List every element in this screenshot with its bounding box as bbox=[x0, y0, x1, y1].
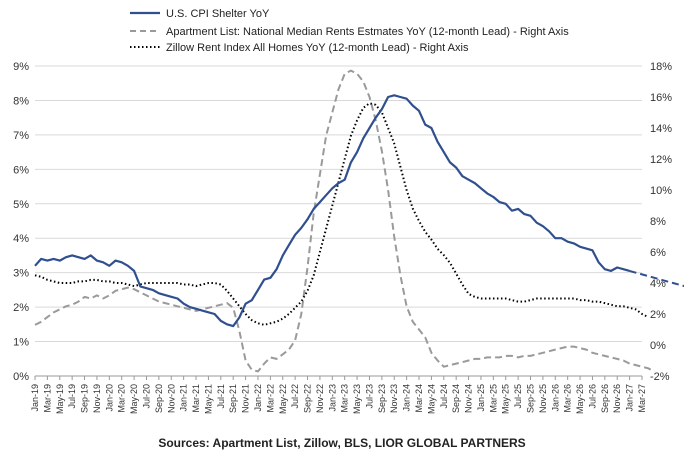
x-tick-label: Jul-23 bbox=[364, 384, 374, 409]
x-tick-label: Mar-24 bbox=[414, 384, 424, 413]
x-tick-label: Nov-20 bbox=[166, 384, 176, 413]
x-tick-label: Jul-20 bbox=[141, 384, 151, 409]
y-left-tick-label: 9% bbox=[13, 61, 29, 73]
x-tick-label: May-22 bbox=[278, 384, 288, 414]
x-tick-label: Mar-25 bbox=[488, 384, 498, 413]
x-tick-label: May-23 bbox=[352, 384, 362, 414]
x-tick-label: Sep-26 bbox=[600, 384, 610, 413]
x-tick-label: Nov-22 bbox=[315, 384, 325, 413]
x-tick-label: Nov-21 bbox=[241, 384, 251, 413]
y-right-tick-label: 6% bbox=[650, 247, 666, 259]
x-tick-label: Jul-22 bbox=[290, 384, 300, 409]
y-right-tick-label: 0% bbox=[650, 340, 666, 352]
y-left-tick-label: 2% bbox=[13, 302, 29, 314]
legend-label-zillow: Zillow Rent Index All Homes YoY (12-mont… bbox=[166, 42, 469, 54]
x-tick-label: Jul-25 bbox=[513, 384, 523, 409]
series-line-0 bbox=[34, 94, 630, 328]
legend-label-apartment-list: Apartment List: National Median Rents Es… bbox=[166, 26, 569, 38]
y-left-tick-label: 3% bbox=[13, 268, 29, 280]
series-line-1 bbox=[34, 69, 655, 373]
x-tick-label: Mar-26 bbox=[563, 384, 573, 413]
x-tick-label: Mar-21 bbox=[191, 384, 201, 413]
x-tick-label: Mar-20 bbox=[117, 384, 127, 413]
y-right-tick-label: 8% bbox=[650, 216, 666, 228]
y-right-tick-label: 12% bbox=[650, 154, 672, 166]
y-left-tick-label: 1% bbox=[13, 337, 29, 349]
x-tick-label: Jan-26 bbox=[550, 384, 560, 412]
x-tick-label: Jan-24 bbox=[402, 384, 412, 412]
x-tick-label: Mar-23 bbox=[340, 384, 350, 413]
x-tick-label: Mar-22 bbox=[265, 384, 275, 413]
y-right-tick-label: -2% bbox=[650, 371, 670, 383]
x-tick-label: May-24 bbox=[426, 384, 436, 414]
grid-layer bbox=[35, 65, 642, 377]
x-tick-label: Nov-23 bbox=[389, 384, 399, 413]
x-tick-label: Sep-22 bbox=[303, 384, 313, 413]
y-left-tick-label: 0% bbox=[13, 371, 29, 383]
x-tick-label: Jan-19 bbox=[30, 384, 40, 412]
x-tick-label: Jan-27 bbox=[625, 384, 635, 412]
x-tick-label: Sep-25 bbox=[526, 384, 536, 413]
y-left-tick-label: 5% bbox=[13, 199, 29, 211]
x-tick-label: May-26 bbox=[575, 384, 585, 414]
x-tick-label: Nov-24 bbox=[464, 384, 474, 413]
y-left-tick-label: 8% bbox=[13, 95, 29, 107]
x-tick-label: Mar-19 bbox=[42, 384, 52, 413]
x-tick-label: Jul-21 bbox=[216, 384, 226, 409]
x-tick-label: Jan-21 bbox=[179, 384, 189, 412]
x-tick-label: Jul-26 bbox=[587, 384, 597, 409]
x-tick-label: Jul-19 bbox=[67, 384, 77, 409]
x-tick-label: May-21 bbox=[203, 384, 213, 414]
x-tick-label: Jan-20 bbox=[104, 384, 114, 412]
x-tick-label: Jan-25 bbox=[476, 384, 486, 412]
x-tick-label: May-25 bbox=[501, 384, 511, 414]
x-tick-label: Sep-23 bbox=[377, 384, 387, 413]
x-tick-label: Nov-26 bbox=[612, 384, 622, 413]
x-tick-label: Nov-19 bbox=[92, 384, 102, 413]
x-tick-label: Sep-21 bbox=[228, 384, 238, 413]
x-tick-label: May-20 bbox=[129, 384, 139, 414]
y-right-tick-label: 14% bbox=[650, 123, 672, 135]
y-right-tick-label: 16% bbox=[650, 92, 672, 104]
source-note: Sources: Apartment List, Zillow, BLS, LI… bbox=[158, 436, 525, 450]
x-tick-label: Sep-20 bbox=[154, 384, 164, 413]
series-layer bbox=[34, 69, 684, 373]
x-tick-label: Jan-22 bbox=[253, 384, 263, 412]
x-tick-label: Nov-25 bbox=[538, 384, 548, 413]
series-line-2 bbox=[34, 102, 649, 326]
x-tick-label: Sep-19 bbox=[80, 384, 90, 413]
y-left-tick-label: 4% bbox=[13, 233, 29, 245]
legend: U.S. CPI Shelter YoY Apartment List: Nat… bbox=[130, 8, 569, 54]
x-tick-label: May-19 bbox=[55, 384, 65, 414]
axis-layer: 0%1%2%3%4%5%6%7%8%9%-2%0%2%4%6%8%10%12%1… bbox=[13, 61, 672, 414]
x-tick-label: Jan-23 bbox=[327, 384, 337, 412]
x-tick-label: Jul-24 bbox=[439, 384, 449, 409]
y-right-tick-label: 10% bbox=[650, 185, 672, 197]
y-right-tick-label: 18% bbox=[650, 61, 672, 73]
y-left-tick-label: 6% bbox=[13, 164, 29, 176]
y-left-tick-label: 7% bbox=[13, 130, 29, 142]
x-tick-label: Sep-24 bbox=[451, 384, 461, 413]
y-right-tick-label: 2% bbox=[650, 309, 666, 321]
legend-label-cpi-shelter: U.S. CPI Shelter YoY bbox=[166, 8, 270, 20]
x-tick-label: Mar-27 bbox=[637, 384, 647, 413]
